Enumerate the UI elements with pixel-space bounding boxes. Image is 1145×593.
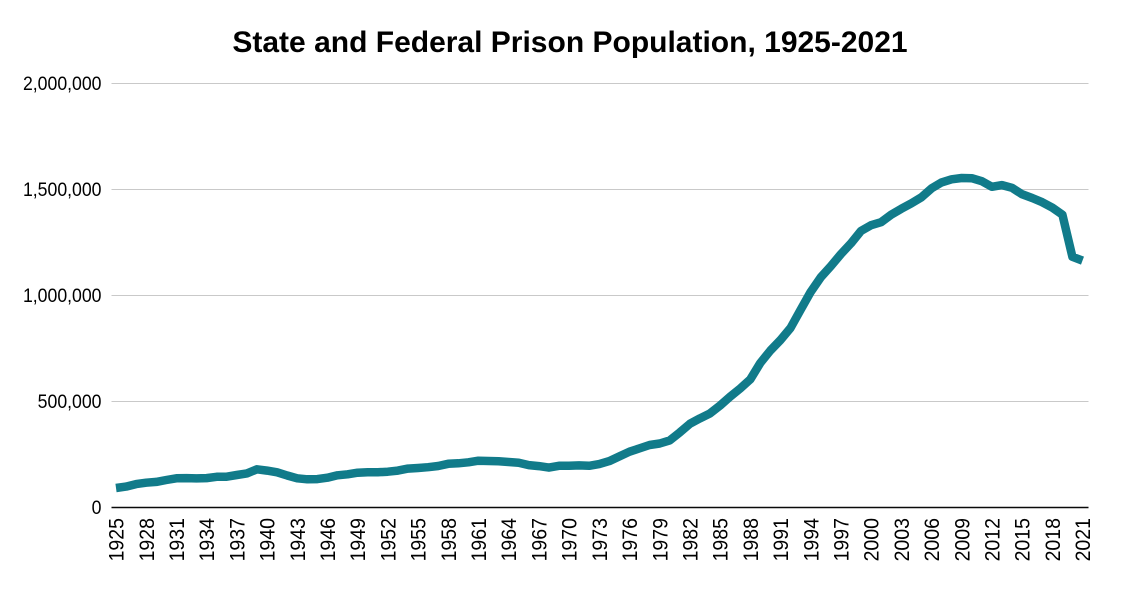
svg-text:1976: 1976	[619, 518, 642, 561]
svg-text:1952: 1952	[378, 518, 401, 561]
svg-text:1997: 1997	[831, 518, 854, 561]
svg-text:1985: 1985	[710, 518, 733, 561]
svg-text:1928: 1928	[136, 518, 159, 561]
svg-text:1934: 1934	[197, 518, 220, 561]
svg-text:500,000: 500,000	[38, 390, 102, 412]
svg-text:2015: 2015	[1012, 518, 1035, 561]
svg-text:1988: 1988	[740, 518, 763, 561]
svg-text:2009: 2009	[952, 518, 975, 561]
svg-text:2000: 2000	[861, 518, 884, 561]
svg-text:2012: 2012	[982, 518, 1005, 561]
svg-text:1937: 1937	[227, 518, 250, 561]
svg-text:1940: 1940	[257, 518, 280, 561]
svg-text:1,500,000: 1,500,000	[23, 178, 102, 200]
svg-text:1925: 1925	[106, 518, 129, 561]
svg-text:1,000,000: 1,000,000	[23, 284, 102, 306]
svg-text:0: 0	[92, 496, 102, 518]
svg-text:1943: 1943	[287, 518, 310, 561]
svg-text:1970: 1970	[559, 518, 582, 561]
svg-text:1982: 1982	[680, 518, 703, 561]
svg-text:2021: 2021	[1072, 518, 1095, 561]
svg-text:1955: 1955	[408, 518, 431, 561]
svg-text:1931: 1931	[166, 518, 189, 561]
svg-text:1946: 1946	[317, 518, 340, 561]
svg-text:1994: 1994	[801, 518, 824, 561]
svg-text:2018: 2018	[1042, 518, 1065, 561]
svg-text:State and Federal Prison Popul: State and Federal Prison Population, 192…	[232, 26, 907, 59]
svg-text:2,000,000: 2,000,000	[23, 72, 102, 94]
svg-text:1949: 1949	[348, 518, 371, 561]
svg-text:1979: 1979	[650, 518, 673, 561]
svg-text:2003: 2003	[891, 518, 914, 561]
svg-text:1961: 1961	[468, 518, 491, 561]
svg-text:1991: 1991	[770, 518, 793, 561]
svg-text:1967: 1967	[529, 518, 552, 561]
svg-text:1973: 1973	[589, 518, 612, 561]
svg-text:2006: 2006	[921, 518, 944, 561]
svg-text:1964: 1964	[499, 518, 522, 561]
svg-text:1958: 1958	[438, 518, 461, 561]
